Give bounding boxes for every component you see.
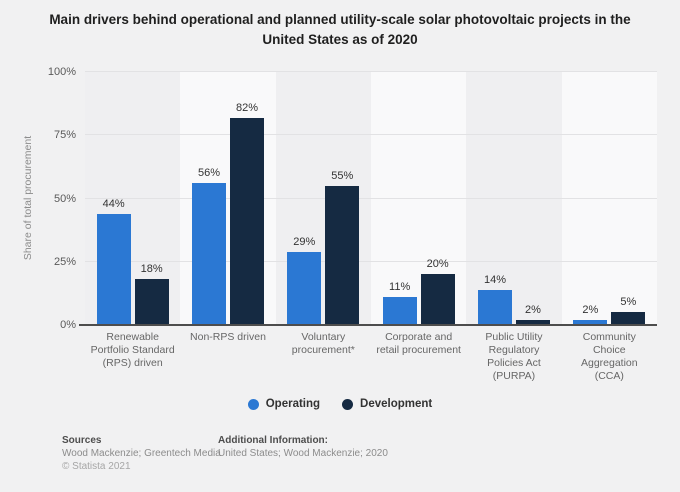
bar-value-label: 14% bbox=[483, 273, 506, 286]
x-axis-label: Voluntary procurement* bbox=[291, 331, 355, 356]
bar-operating: 44% bbox=[96, 198, 131, 325]
bar-operating: 11% bbox=[382, 281, 417, 325]
bar-value-label: 55% bbox=[331, 169, 354, 182]
bar-value-label: 29% bbox=[293, 235, 316, 248]
legend-dot-development bbox=[342, 398, 354, 410]
bar-wrap: 2% bbox=[515, 72, 550, 325]
bar-development: 82% bbox=[229, 102, 264, 325]
bar-wrap: 14% bbox=[477, 72, 512, 325]
bar-operating: 56% bbox=[191, 167, 226, 325]
footer-sources: Sources Wood Mackenzie; Greentech Media … bbox=[62, 434, 221, 473]
plot-area: 44% 18% 56% 82% 29% 55% 11% 20% 14% 2% 2% 5% bbox=[79, 71, 657, 326]
bar-development: 20% bbox=[420, 258, 455, 325]
bar-value-label: 44% bbox=[102, 197, 125, 210]
bar-group: 56% 82% bbox=[180, 72, 275, 325]
bar-value-label: 2% bbox=[582, 303, 599, 316]
bar-value-label: 18% bbox=[140, 263, 163, 276]
bar-operating: 29% bbox=[287, 236, 322, 325]
bar-wrap: 44% bbox=[96, 72, 131, 325]
sources-heading: Sources bbox=[62, 435, 102, 446]
legend-label: Operating bbox=[265, 398, 321, 410]
x-axis-label: Community Choice Aggregation (CCA) bbox=[580, 331, 638, 382]
y-tick-label: 25% bbox=[53, 255, 76, 268]
x-axis-labels: Renewable Portfolio Standard (RPS) drive… bbox=[85, 331, 657, 383]
legend: Operating Development bbox=[0, 398, 680, 410]
groups-layer: 44% 18% 56% 82% 29% 55% 11% 20% 14% 2% 2% 5% bbox=[85, 72, 657, 325]
bar-wrap: 20% bbox=[420, 72, 455, 325]
bar-operating: 2% bbox=[573, 304, 608, 325]
bar-wrap: 2% bbox=[573, 72, 608, 325]
x-axis-label: Renewable Portfolio Standard (RPS) drive… bbox=[90, 331, 175, 369]
x-axis-label: Corporate and retail procurement bbox=[376, 331, 461, 356]
bar-wrap: 56% bbox=[191, 72, 226, 325]
y-tick-label: 0% bbox=[60, 319, 76, 331]
grid-layer bbox=[85, 71, 657, 325]
bar-wrap: 11% bbox=[382, 72, 417, 325]
gridline bbox=[85, 71, 657, 72]
y-tick-label: 50% bbox=[53, 192, 76, 205]
x-axis-baseline bbox=[79, 324, 657, 326]
gridline bbox=[85, 197, 657, 199]
bar-group: 29% 55% bbox=[276, 72, 371, 325]
bar-value-label: 11% bbox=[389, 281, 411, 294]
bar-development: 18% bbox=[134, 263, 169, 325]
bar-group: 14% 2% bbox=[466, 72, 561, 325]
bar-value-label: 20% bbox=[426, 258, 449, 271]
bar-group: 2% 5% bbox=[562, 72, 657, 325]
x-axis-label: Public Utility Regulatory Policies Act (… bbox=[485, 331, 543, 382]
footer-additional-info: Additional Information: United States; W… bbox=[218, 434, 388, 460]
gridline bbox=[85, 134, 657, 136]
gridline bbox=[85, 260, 657, 262]
bar-wrap: 82% bbox=[229, 72, 264, 325]
bar-wrap: 5% bbox=[611, 72, 646, 325]
additional-info-heading: Additional Information: bbox=[218, 435, 328, 446]
y-tick-label: 75% bbox=[53, 129, 76, 142]
category-band bbox=[466, 72, 562, 325]
bar-value-label: 82% bbox=[235, 101, 258, 114]
category-band bbox=[561, 72, 657, 325]
legend-item-operating: Operating bbox=[247, 398, 321, 410]
bar-development: 5% bbox=[611, 296, 646, 325]
sources-line: Wood Mackenzie; Greentech Media bbox=[62, 448, 221, 459]
bands-layer bbox=[85, 72, 657, 325]
y-axis-ticks: 0% 25% 50% 75% 100% bbox=[0, 66, 76, 331]
legend-item-development: Development bbox=[342, 398, 432, 410]
bar-value-label: 2% bbox=[525, 303, 541, 316]
bar-development: 2% bbox=[515, 304, 550, 325]
legend-dot-operating bbox=[247, 398, 259, 410]
bar-value-label: 5% bbox=[620, 296, 637, 309]
bar-wrap: 55% bbox=[325, 72, 360, 325]
bar-group: 11% 20% bbox=[371, 72, 466, 325]
legend-label: Development bbox=[360, 398, 433, 410]
statista-copyright: © Statista 2021 bbox=[62, 461, 131, 472]
bar-group: 44% 18% bbox=[85, 72, 180, 325]
additional-info-line: United States; Wood Mackenzie; 2020 bbox=[218, 448, 388, 459]
bar-operating: 14% bbox=[477, 274, 512, 325]
bar-value-label: 56% bbox=[197, 167, 220, 180]
chart-title: Main drivers behind operational and plan… bbox=[49, 12, 631, 47]
bar-development: 55% bbox=[325, 170, 360, 325]
bar-wrap: 18% bbox=[134, 72, 169, 325]
y-tick-label: 100% bbox=[47, 66, 76, 78]
bar-wrap: 29% bbox=[287, 72, 322, 325]
x-axis-label: Non-RPS driven bbox=[190, 331, 266, 343]
